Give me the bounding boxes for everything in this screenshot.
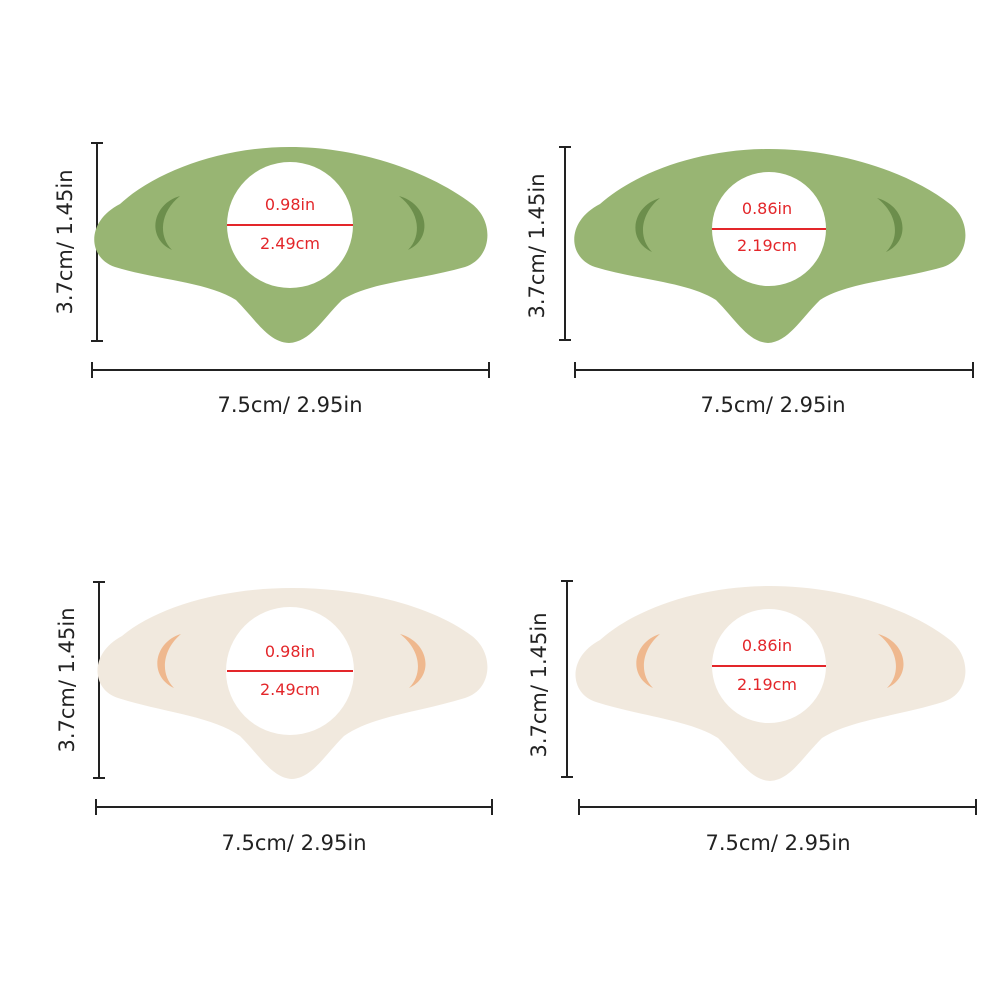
diameter-cm-label: 2.49cm (259, 234, 321, 253)
product-panel-cream-small: 3.7cm/ 1.45in 7.5cm/ 2.95in 0.86in 2.19c… (484, 440, 984, 940)
width-dimension-line (574, 362, 974, 378)
width-label: 7.5cm/ 2.95in (217, 393, 363, 417)
width-label: 7.5cm/ 2.95in (705, 831, 851, 855)
width-dimension-line (95, 799, 493, 815)
right-crescent-cutout (399, 196, 425, 250)
left-crescent-cutout (155, 196, 180, 250)
diameter-cm-label: 2.19cm (736, 236, 798, 255)
dimension-diagram (561, 580, 977, 815)
height-label: 3.7cm/ 1.45in (525, 173, 549, 319)
height-dimension-line (559, 146, 571, 341)
dimension-diagram (93, 581, 493, 815)
diameter-cm-label: 2.19cm (736, 675, 798, 694)
diameter-cm-label: 2.49cm (259, 680, 321, 699)
left-crescent-cutout (635, 198, 660, 252)
right-crescent-cutout (878, 634, 904, 688)
width-dimension-line (91, 362, 490, 378)
height-label: 3.7cm/ 1.45in (55, 607, 79, 753)
height-dimension-line (93, 581, 105, 779)
right-crescent-cutout (877, 198, 903, 252)
right-crescent-cutout (400, 634, 426, 688)
diameter-inch-label: 0.86in (741, 199, 793, 218)
width-label: 7.5cm/ 2.95in (221, 831, 367, 855)
product-panel-green-small: 3.7cm/ 1.45in 7.5cm/ 2.95in 0.86in 2.19c… (484, 0, 984, 500)
diameter-inch-label: 0.98in (264, 195, 316, 214)
product-panel-cream-large: 3.7cm/ 1.45in 7.5cm/ 2.95in 0.98in 2.49c… (0, 440, 500, 940)
height-dimension-line (561, 580, 573, 778)
height-label: 3.7cm/ 1.45in (527, 612, 551, 758)
dimension-diagram (91, 142, 490, 378)
diameter-inch-label: 0.86in (741, 636, 793, 655)
product-panel-green-large: 3.7cm/ 1.45in 7.5cm/ 2.95in 0.98in 2.49c… (0, 0, 500, 500)
height-label: 3.7cm/ 1.45in (53, 169, 77, 315)
dimension-diagram (559, 146, 974, 378)
left-crescent-cutout (157, 634, 181, 688)
left-crescent-cutout (636, 634, 660, 688)
width-dimension-line (578, 799, 977, 815)
width-label: 7.5cm/ 2.95in (700, 393, 846, 417)
diameter-inch-label: 0.98in (264, 642, 316, 661)
